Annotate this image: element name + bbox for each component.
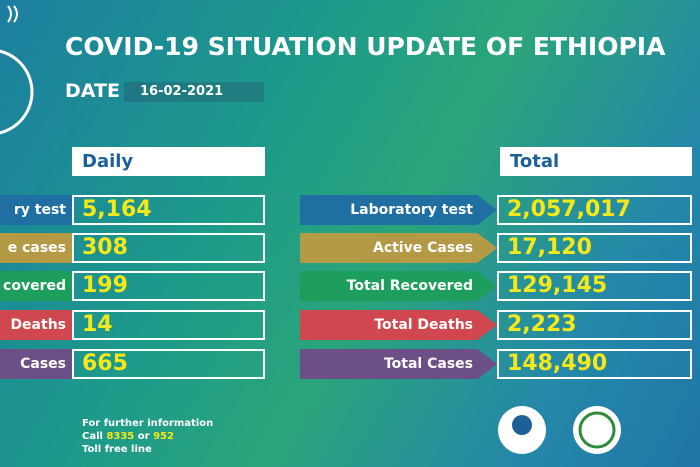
row-value: 5,164 bbox=[72, 195, 265, 225]
row-label: Active Cases bbox=[300, 233, 497, 263]
total-heading: Total bbox=[500, 147, 692, 176]
row-value: 2,223 bbox=[497, 310, 692, 340]
row-value: 17,120 bbox=[497, 233, 692, 263]
row-label: Total Recovered bbox=[300, 271, 497, 301]
row-label: Laboratory test bbox=[300, 195, 497, 225]
row-label: e cases bbox=[0, 233, 72, 263]
title: COVID-19 SITUATION UPDATE OF ETHIOPIA bbox=[65, 32, 666, 61]
footer-number: 8335 bbox=[106, 431, 135, 442]
row-value: 308 bbox=[72, 233, 265, 263]
footer-line: Call 8335 or 952 bbox=[82, 431, 174, 442]
row-label: ry test bbox=[0, 195, 72, 225]
row-value: 148,490 bbox=[497, 349, 692, 379]
row-value: 199 bbox=[72, 271, 265, 301]
daily-heading: Daily bbox=[72, 147, 265, 176]
row-label: covered bbox=[0, 271, 72, 301]
row-value: 14 bbox=[72, 310, 265, 340]
footer-line: For further information bbox=[82, 418, 214, 429]
footer-number: 952 bbox=[153, 431, 174, 442]
footer-line: Toll free line bbox=[82, 444, 152, 455]
footer-text: Call bbox=[82, 431, 103, 442]
row-value: 2,057,017 bbox=[497, 195, 692, 225]
row-label: Deaths bbox=[0, 310, 72, 340]
row-label: Total Cases bbox=[300, 349, 497, 379]
row-value: 129,145 bbox=[497, 271, 692, 301]
date-bar bbox=[124, 82, 264, 102]
footer-text: or bbox=[137, 431, 150, 442]
date: 16-02-2021 bbox=[140, 84, 224, 99]
date-label: DATE bbox=[65, 80, 120, 102]
row-label: Cases bbox=[0, 349, 72, 379]
row-label: Total Deaths bbox=[300, 310, 497, 340]
row-value: 665 bbox=[72, 349, 265, 379]
